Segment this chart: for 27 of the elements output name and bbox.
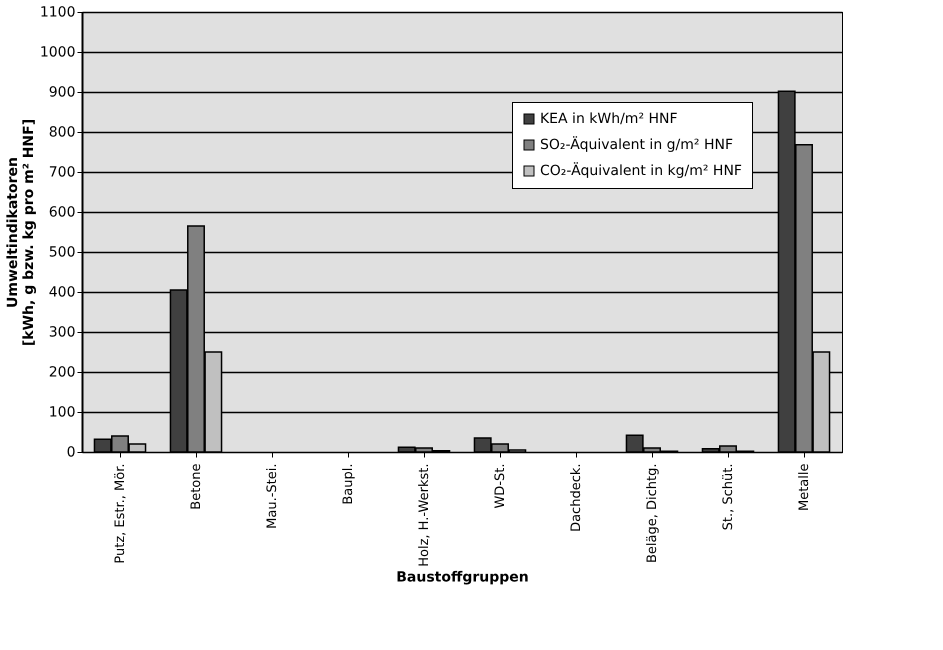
x-tick-label: Baupl.	[341, 464, 356, 505]
x-tick-label: Dachdeck.	[569, 464, 584, 532]
x-tick-label: St., Schüt.	[721, 464, 736, 530]
x-tick-label: WD-St.	[493, 464, 508, 509]
x-tick-label: Putz, Estr., Mör.	[113, 464, 128, 564]
legend-label: SO₂-Äquivalent in g/m² HNF	[540, 136, 733, 153]
y-tick-label: 700	[48, 164, 76, 180]
y-tick-label: 900	[48, 84, 76, 100]
y-axis-title: Umweltindikatoren [kWh, g bzw. kg pro m² HNF]	[4, 118, 37, 346]
y-tick-label: 1000	[40, 44, 76, 60]
y-tick-label: 300	[48, 324, 76, 340]
legend-label: KEA in kWh/m² HNF	[540, 111, 678, 127]
x-tick-label: Betone	[189, 464, 204, 510]
y-tick-label: 500	[48, 244, 76, 260]
y-tick-label: 100	[48, 404, 76, 420]
x-tick-label: Mau.-Stei.	[265, 464, 280, 529]
y-tick-label: 1100	[40, 4, 76, 20]
x-tick-label: Beläge, Dichtg.	[645, 464, 660, 563]
x-tick-label: Holz, H.-Werkst.	[417, 464, 432, 567]
y-tick-label: 0	[66, 444, 76, 460]
x-axis-title: Baustoffgruppen	[396, 570, 529, 586]
x-tick-label: Metalle	[797, 464, 812, 511]
y-tick-label: 200	[48, 364, 76, 380]
y-tick-label: 800	[48, 124, 76, 140]
legend-label: CO₂-Äquivalent in kg/m² HNF	[540, 162, 742, 179]
y-tick-label: 600	[48, 204, 76, 220]
y-tick-label: 400	[48, 284, 76, 300]
